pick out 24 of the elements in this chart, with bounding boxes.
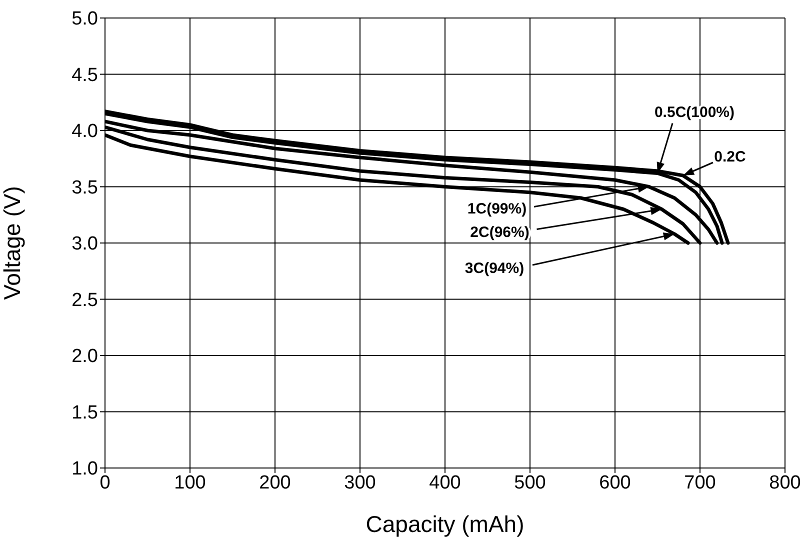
x-tick-label: 800 [769,472,801,494]
y-tick-label: 5.0 [72,8,98,30]
x-tick-label: 100 [174,472,206,494]
x-tick-label: 300 [344,472,376,494]
y-axis-title: Voltage (V) [0,186,26,300]
x-tick-label: 200 [259,472,291,494]
y-tick-label: 4.5 [72,64,98,86]
x-axis-title: Capacity (mAh) [366,511,524,537]
x-tick-label: 400 [429,472,461,494]
annotation: 0.2C [714,148,746,166]
y-tick-label: 2.0 [72,346,98,368]
y-tick-label: 1.5 [72,402,98,424]
annotation: 2C(96%) [470,224,530,242]
y-tick-label: 2.5 [72,290,98,311]
x-tick-label: 600 [599,472,631,494]
annotation: 1C(99%) [467,200,527,218]
x-tick-label: 700 [684,472,716,494]
y-tick-label: 4.0 [72,121,98,142]
x-tick-label: 500 [514,472,546,494]
x-tick-label: 0 [100,472,110,494]
y-tick-label: 3.0 [72,234,98,255]
annotation: 3C(94%) [464,260,524,277]
y-tick-label: 3.5 [72,177,98,198]
y-tick-label: 1.0 [72,458,98,480]
